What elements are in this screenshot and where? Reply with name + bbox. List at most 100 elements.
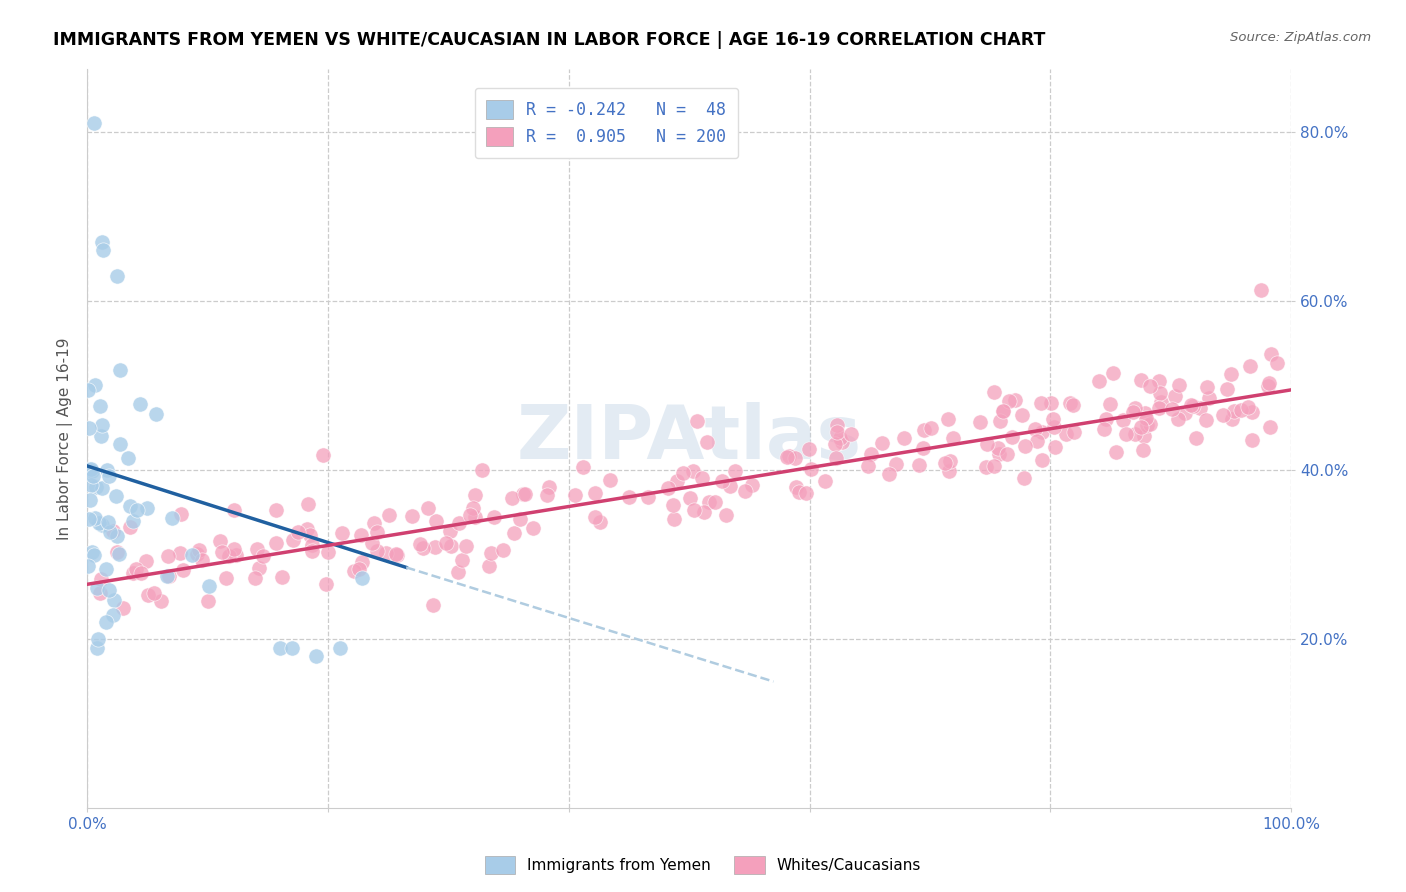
Point [82, 469, 104, 483]
Point [1197, 379, 1219, 393]
Point [105, 268, 128, 283]
Point [839, 426, 862, 441]
Point [159, 569, 181, 583]
Point [1139, 417, 1161, 431]
Point [1239, 359, 1261, 374]
Point [1135, 406, 1157, 420]
Point [108, 437, 131, 451]
Point [1024, 422, 1046, 436]
Point [538, 480, 561, 494]
Point [983, 458, 1005, 473]
Point [423, 541, 446, 555]
Point [301, 538, 323, 552]
Point [409, 537, 432, 551]
Point [825, 425, 848, 440]
Point [108, 362, 131, 376]
Point [117, 451, 139, 466]
Point [84, 378, 107, 392]
Point [105, 545, 128, 559]
Point [690, 471, 713, 485]
Point [1105, 445, 1128, 459]
Point [995, 446, 1018, 460]
Point [704, 495, 727, 509]
Point [122, 514, 145, 528]
Point [797, 442, 820, 456]
Point [503, 525, 526, 540]
Point [111, 601, 134, 615]
Point [683, 503, 706, 517]
Point [987, 442, 1010, 456]
Point [830, 431, 852, 445]
Point [1212, 408, 1234, 422]
Point [77, 512, 100, 526]
Point [422, 598, 444, 612]
Point [299, 528, 322, 542]
Point [1087, 374, 1109, 388]
Point [1092, 422, 1115, 436]
Point [672, 466, 695, 480]
Point [440, 539, 463, 553]
Point [77, 558, 100, 573]
Point [1025, 434, 1047, 449]
Point [785, 450, 807, 465]
Point [941, 431, 963, 445]
Point [1112, 413, 1135, 427]
Point [329, 640, 352, 655]
Point [513, 487, 536, 501]
Point [136, 501, 159, 516]
Point [252, 549, 274, 564]
Point [512, 487, 534, 501]
Text: IMMIGRANTS FROM YEMEN VS WHITE/CAUCASIAN IN LABOR FORCE | AGE 16-19 CORRELATION : IMMIGRANTS FROM YEMEN VS WHITE/CAUCASIAN… [53, 31, 1046, 49]
Point [83, 548, 105, 562]
Text: ZIPAtlas: ZIPAtlas [516, 402, 862, 475]
Point [156, 549, 179, 564]
Point [297, 497, 319, 511]
Point [1063, 425, 1085, 440]
Point [682, 464, 704, 478]
Point [86, 640, 108, 655]
Point [169, 508, 191, 522]
Point [91, 244, 114, 258]
Point [856, 458, 879, 473]
Point [662, 498, 685, 512]
Point [77, 421, 100, 435]
Point [599, 473, 621, 487]
Point [160, 510, 183, 524]
Point [425, 515, 447, 529]
Point [352, 571, 374, 585]
Point [870, 436, 893, 450]
Point [434, 535, 457, 549]
Point [1132, 443, 1154, 458]
Point [1198, 391, 1220, 405]
Point [89, 516, 111, 530]
Point [305, 649, 328, 664]
Point [458, 508, 481, 522]
Point [225, 548, 247, 562]
Point [222, 503, 245, 517]
Point [1029, 395, 1052, 409]
Point [1189, 401, 1212, 416]
Point [814, 474, 837, 488]
Point [97, 583, 120, 598]
Point [1257, 376, 1279, 390]
Point [976, 460, 998, 475]
Point [1101, 366, 1123, 380]
Point [215, 571, 238, 585]
Point [1139, 379, 1161, 393]
Point [886, 457, 908, 471]
Point [464, 488, 486, 502]
Point [1260, 347, 1282, 361]
Point [1130, 419, 1153, 434]
Point [1164, 389, 1187, 403]
Point [456, 539, 478, 553]
Point [108, 547, 131, 561]
Point [120, 500, 142, 514]
Point [315, 577, 337, 591]
Point [938, 464, 960, 478]
Point [501, 491, 523, 505]
Point [361, 536, 384, 550]
Point [243, 572, 266, 586]
Point [150, 593, 173, 607]
Point [87, 632, 110, 647]
Point [969, 415, 991, 429]
